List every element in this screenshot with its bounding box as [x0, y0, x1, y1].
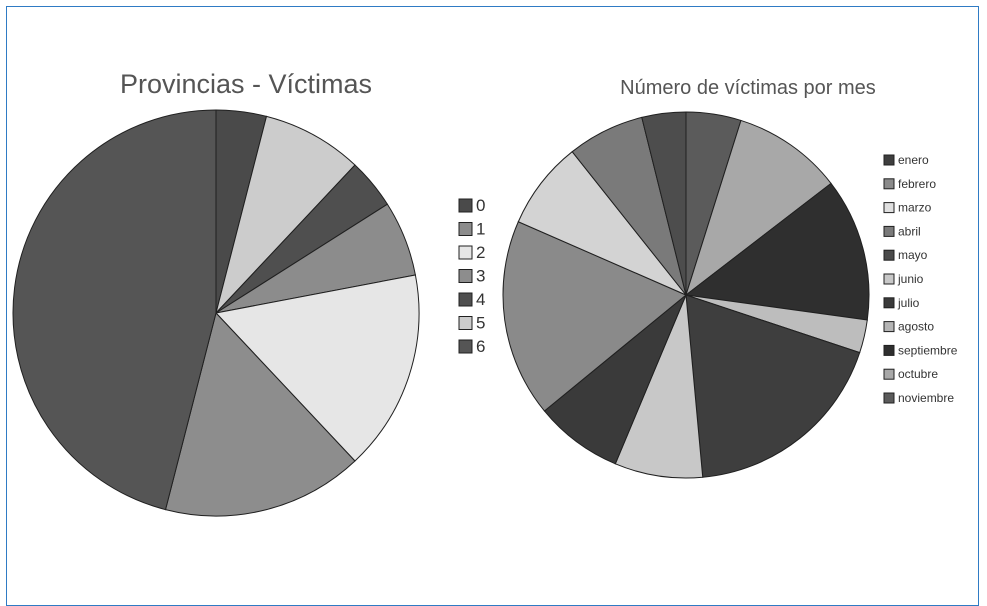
victimas-por-mes-legend-label: marzo	[898, 201, 932, 215]
provincias-legend-label: 4	[476, 290, 485, 309]
victimas-por-mes-legend-swatch	[883, 202, 895, 214]
victimas-por-mes-legend-label: abril	[898, 224, 921, 238]
victimas-por-mes-legend-label: agosto	[898, 320, 934, 334]
provincias-slice	[215, 115, 356, 314]
victimas-por-mes-slice	[502, 221, 687, 412]
victimas-por-mes-legend-swatch	[883, 154, 895, 166]
victimas-por-mes-legend-label: octubre	[898, 367, 938, 381]
victimas-por-mes-pie-chart: Número de víctimas por mes enero febrero m…	[502, 77, 958, 479]
provincias-slice	[215, 274, 420, 462]
provincias-legend-label: 1	[476, 220, 485, 239]
provincias-slice	[164, 311, 356, 517]
victimas-por-mes-legend-label: septiembre	[898, 343, 958, 357]
victimas-por-mes-legend-swatch	[883, 178, 895, 190]
victimas-por-mes-legend-label: febrero	[898, 177, 936, 191]
charts-canvas: Provincias - Víctimas 0 1 2 3 4 5 6 Número de …	[12, 69, 958, 517]
victimas-por-mes-legend-swatch	[883, 344, 895, 356]
provincias-legend-label: 5	[476, 314, 485, 333]
victimas-por-mes-legend: enero febrero marzo abril mayo junio julio agos…	[883, 153, 958, 405]
provincias-legend-swatch	[458, 316, 473, 330]
chart-title-victimas-por-mes: Número de víctimas por mes	[620, 77, 876, 99]
victimas-por-mes-legend-swatch	[883, 297, 895, 309]
victimas-por-mes-legend-swatch	[883, 273, 895, 285]
provincias-legend-swatch	[458, 269, 473, 283]
victimas-por-mes-slice	[685, 119, 832, 297]
provincias-pie-chart: Provincias - Víctimas 0 1 2 3 4 5 6	[12, 69, 485, 517]
victimas-por-mes-legend-label: enero	[898, 153, 929, 167]
victimas-por-mes-legend-swatch	[883, 368, 895, 380]
provincias-slice	[12, 109, 217, 511]
victimas-por-mes-slice	[685, 294, 861, 478]
provincias-legend-label: 3	[476, 267, 485, 286]
provincias-legend-label: 0	[476, 196, 485, 215]
victimas-por-mes-legend-swatch	[883, 249, 895, 261]
provincias-slices	[12, 109, 420, 517]
provincias-legend: 0 1 2 3 4 5 6	[458, 196, 485, 356]
victimas-por-mes-legend-swatch	[883, 321, 895, 333]
victimas-por-mes-slices	[502, 111, 870, 479]
victimas-por-mes-legend-label: mayo	[898, 248, 928, 262]
victimas-por-mes-legend-swatch	[883, 392, 895, 404]
provincias-legend-label: 2	[476, 243, 485, 262]
provincias-legend-swatch	[458, 198, 473, 213]
victimas-por-mes-slice	[684, 182, 870, 321]
victimas-por-mes-legend-label: noviembre	[898, 391, 954, 405]
victimas-por-mes-legend-label: junio	[897, 272, 924, 286]
provincias-legend-swatch	[458, 245, 473, 260]
provincias-legend-swatch	[458, 222, 473, 236]
provincias-legend-swatch	[458, 339, 473, 354]
provincias-legend-label: 6	[476, 337, 485, 356]
victimas-por-mes-legend-swatch	[883, 225, 895, 237]
provincias-legend-swatch	[458, 292, 473, 307]
victimas-por-mes-slice	[641, 111, 687, 296]
victimas-por-mes-legend-label: julio	[897, 296, 920, 310]
chart-title-provincias: Provincias - Víctimas	[120, 69, 372, 99]
